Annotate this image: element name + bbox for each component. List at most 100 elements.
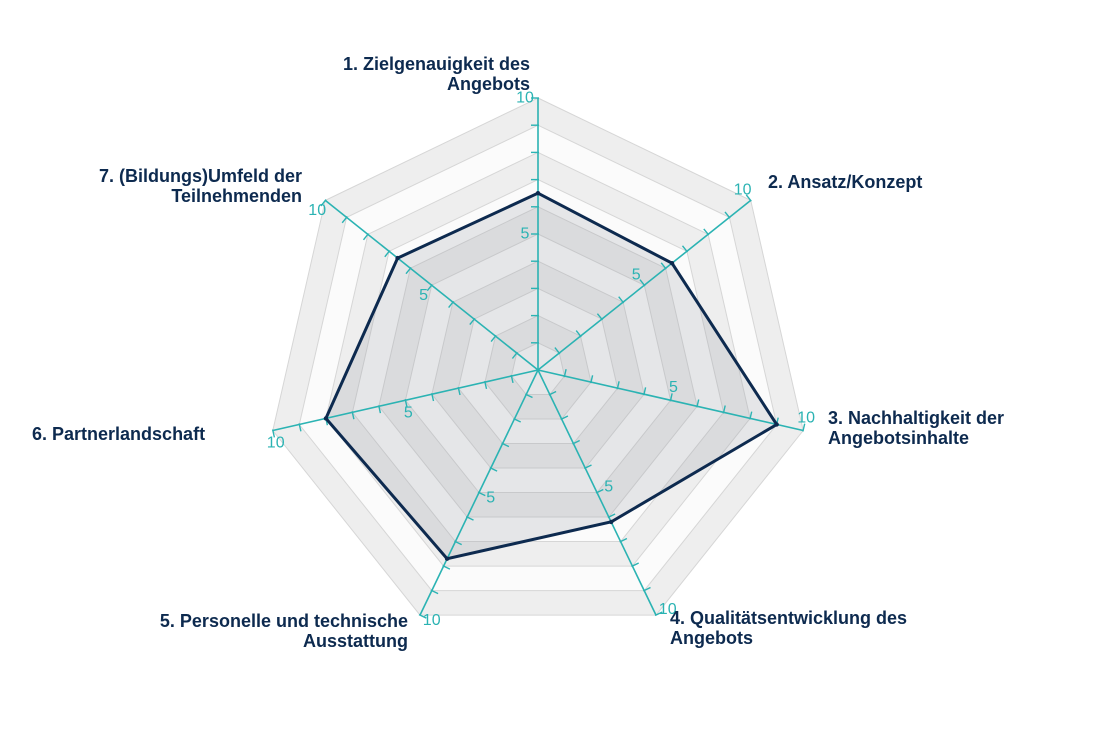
axis-tick	[418, 613, 427, 619]
axis-tick	[430, 589, 439, 595]
tick-label: 10	[734, 182, 752, 199]
tick-label: 5	[604, 478, 613, 495]
axis-tick	[563, 369, 567, 378]
category-label-6: 6. Partnerlandschaft	[32, 424, 205, 444]
category-label-7: 7. (Bildungs)Umfeld der Teilnehmenden	[99, 166, 302, 206]
axis-tick	[749, 411, 753, 420]
axis-tick	[469, 317, 476, 326]
tick-label: 5	[419, 287, 428, 304]
tick-label: 10	[797, 409, 815, 426]
axis-tick	[362, 233, 370, 241]
axis-tick	[511, 351, 518, 359]
axis-tick	[448, 300, 455, 309]
axis-tick	[378, 405, 382, 414]
category-label-1: 1. Zielgenauigkeit des Angebots	[343, 54, 530, 94]
axes: 5 10 5 10 5 10 5 10 5 10 5 10 5 10	[267, 90, 815, 630]
category-label-line: 1. Zielgenauigkeit des	[343, 54, 530, 74]
axis-tick	[341, 216, 348, 224]
axis-tick	[426, 283, 433, 292]
series-point-7	[395, 255, 400, 261]
axis-tick	[513, 417, 521, 423]
tick-label: 5	[521, 226, 530, 243]
axis-tick	[669, 393, 673, 402]
axis-tick	[490, 334, 497, 343]
axis-tick	[660, 262, 667, 270]
category-label-3: 3. Nachhaltigkeit der Angebotsinhalte	[828, 408, 1004, 448]
category-label-line: Teilnehmenden	[171, 186, 302, 206]
series-line	[324, 191, 779, 561]
category-label-line: Angebots	[447, 74, 530, 94]
axis-tick	[654, 611, 663, 617]
category-label-line: 3. Nachhaltigkeit der	[828, 408, 1004, 428]
axis-tick	[724, 211, 731, 219]
tick-label: 10	[659, 601, 677, 618]
axis-tick	[271, 429, 276, 438]
category-label-line: 7. (Bildungs)Umfeld der	[99, 166, 302, 186]
axis-tick	[745, 194, 752, 202]
axis-tick	[575, 330, 582, 338]
axis-tick	[404, 399, 408, 408]
category-label-2: 2. Ansatz/Konzept	[768, 172, 922, 192]
axis-tick	[643, 387, 647, 396]
axis-tick	[595, 488, 604, 494]
category-label-line: 5. Personelle und technische	[160, 611, 408, 631]
axis-tick	[802, 423, 806, 432]
axis-tick	[548, 390, 557, 396]
axis-tick	[442, 564, 451, 570]
axis-tick	[596, 313, 604, 321]
category-label-line: 6. Partnerlandschaft	[32, 424, 205, 444]
axis-tick	[696, 399, 700, 408]
axis-tick	[560, 415, 569, 421]
series-point-3	[774, 422, 779, 427]
axis-tick	[618, 296, 625, 304]
category-label-5: 5. Personelle und technische Ausstattung	[160, 611, 408, 651]
series-point-1	[535, 191, 541, 196]
series-point-6	[323, 416, 329, 421]
category-label-line: 4. Qualitätsentwicklung des	[670, 608, 907, 628]
series-points	[323, 191, 779, 561]
axis-tick	[320, 199, 327, 207]
axis-tick	[572, 439, 581, 445]
category-label-line: 2. Ansatz/Konzept	[768, 172, 922, 192]
axis-tick	[298, 423, 302, 432]
axis-tick	[590, 375, 594, 384]
axis-tick	[642, 586, 651, 592]
axis-tick	[477, 491, 486, 497]
axis-tick	[510, 374, 514, 384]
axis-tick	[619, 537, 628, 543]
axis-tick	[639, 279, 646, 287]
tick-label: 10	[423, 612, 441, 629]
category-label-line: Angebots	[670, 628, 753, 648]
series-point-4	[609, 519, 614, 525]
category-label-line: Ausstattung	[303, 631, 408, 651]
axis-tick	[484, 380, 488, 390]
tick-label: 5	[486, 490, 495, 507]
tick-label: 10	[267, 435, 285, 452]
axis-tick	[554, 347, 561, 355]
axis-tick	[681, 245, 689, 253]
tick-label: 5	[669, 379, 678, 396]
tick-label: 5	[632, 267, 641, 284]
axis-tick	[457, 386, 461, 396]
axis-tick	[616, 381, 620, 390]
axis-tick	[454, 540, 463, 546]
category-label-line: Angebotsinhalte	[828, 428, 969, 448]
axis-tick	[525, 393, 533, 399]
axis-tick	[489, 466, 498, 472]
series-point-5	[444, 556, 450, 561]
axis-tick	[722, 405, 726, 414]
axis-tick	[583, 464, 592, 470]
axis-tick	[384, 250, 391, 258]
tick-label: 10	[308, 202, 326, 219]
tick-label: 10	[516, 90, 534, 107]
tick-label: 5	[404, 404, 413, 421]
axis-tick	[465, 515, 474, 521]
axis-tick	[501, 442, 510, 448]
axis-tick	[405, 266, 412, 275]
axis-tick	[431, 393, 435, 402]
category-label-4: 4. Qualitätsentwicklung des Angebots	[670, 608, 907, 648]
series-point-2	[669, 261, 675, 266]
axis-tick	[631, 562, 640, 568]
